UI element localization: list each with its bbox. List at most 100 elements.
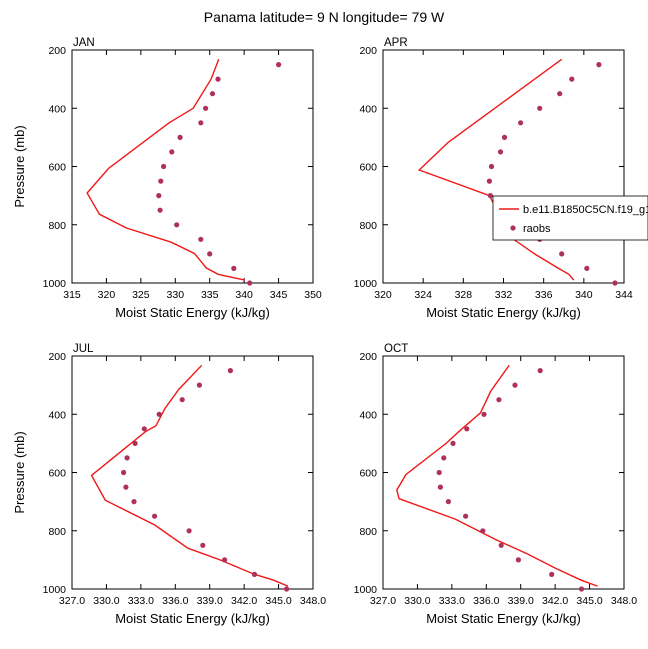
panel-title: APR: [384, 37, 408, 49]
data-point-raobs: [559, 251, 565, 257]
x-tick-label: 348.0: [300, 595, 326, 607]
data-point-raobs: [177, 134, 183, 140]
chart-panel-oct: OCT 327.0 330.0 333.0 336.0 339.0 342.0 345.0 34…: [354, 343, 638, 626]
y-tick-label: 200: [359, 45, 377, 57]
x-axis-title: Moist Static Energy (kJ/kg): [426, 305, 581, 320]
x-tick-label: 330.0: [404, 595, 430, 607]
data-point-raobs: [557, 91, 563, 97]
data-point-raobs: [537, 368, 543, 374]
data-point-raobs: [450, 440, 456, 446]
data-point-raobs: [186, 528, 192, 534]
data-point-raobs: [200, 542, 206, 548]
x-tick-label: 350: [304, 289, 322, 301]
data-point-raobs: [198, 236, 204, 242]
data-point-raobs: [501, 134, 508, 140]
y-tick-label: 600: [359, 468, 377, 480]
x-tick-label: 339.0: [508, 595, 534, 607]
x-tick-label: 336: [535, 289, 553, 301]
data-point-raobs: [488, 163, 495, 170]
legend-box: [492, 195, 648, 241]
data-point-raobs: [209, 91, 216, 97]
x-tick-label: 345.0: [576, 595, 602, 607]
x-tick-label: 325: [132, 289, 150, 301]
data-point-raobs: [463, 513, 469, 519]
data-point-raobs: [436, 469, 442, 476]
y-tick-label: 400: [48, 103, 66, 115]
data-point-raobs: [464, 426, 470, 432]
series-line-model: [90, 364, 289, 587]
data-point-raobs: [121, 469, 127, 476]
y-tick-label: 400: [359, 409, 377, 421]
y-tick-label: 1000: [43, 584, 67, 596]
data-point-raobs: [132, 440, 138, 446]
data-point-raobs: [203, 105, 209, 111]
series-line-model: [86, 59, 245, 281]
y-axis-title: Pressure (mb): [12, 125, 27, 207]
series-line-model: [417, 58, 575, 281]
y-tick-label: 800: [359, 220, 377, 232]
data-point-raobs: [222, 557, 228, 563]
plot-frame: [382, 355, 625, 590]
x-tick-label: 320: [374, 289, 392, 301]
data-point-raobs: [569, 76, 575, 82]
data-point-raobs: [247, 280, 253, 286]
data-point-raobs: [196, 382, 202, 388]
y-tick-label: 400: [359, 103, 377, 115]
y-tick-label: 600: [48, 162, 66, 174]
data-point-raobs: [169, 149, 175, 155]
data-point-raobs: [437, 484, 443, 490]
x-tick-label: 340: [575, 289, 593, 301]
y-tick-label: 800: [359, 526, 377, 538]
x-tick-label: 315: [63, 289, 81, 301]
x-tick-label: 340: [235, 289, 253, 301]
x-tick-label: 336.0: [162, 595, 188, 607]
x-tick-label: 327.0: [59, 595, 85, 607]
x-tick-label: 324: [414, 289, 432, 301]
x-tick-label: 344: [615, 289, 633, 301]
x-tick-label: 342.0: [542, 595, 568, 607]
data-point-raobs: [512, 382, 518, 388]
data-point-raobs: [596, 62, 602, 68]
x-tick-label: 345: [270, 289, 288, 301]
y-tick-label: 1000: [43, 278, 67, 290]
data-point-raobs: [231, 265, 237, 271]
figure-title: Panama latitude= 9 N longitude= 79 W: [204, 9, 445, 25]
data-point-raobs: [487, 193, 493, 199]
data-point-raobs: [549, 571, 555, 578]
x-tick-label: 328: [455, 289, 473, 301]
x-tick-label: 330: [167, 289, 185, 301]
data-point-raobs: [481, 411, 487, 417]
data-point-raobs: [251, 571, 258, 578]
data-point-raobs: [179, 397, 185, 403]
data-point-raobs: [515, 557, 522, 563]
data-point-raobs: [584, 265, 590, 271]
y-tick-label: 200: [48, 45, 66, 57]
data-point-raobs: [578, 586, 585, 592]
data-point-raobs: [612, 280, 618, 286]
data-point-raobs: [227, 368, 233, 374]
x-tick-label: 336.0: [473, 595, 499, 607]
plot-frame: [71, 49, 314, 284]
data-point-raobs: [486, 178, 492, 184]
data-point-raobs: [518, 120, 524, 126]
x-axis-title: Moist Static Energy (kJ/kg): [426, 611, 581, 626]
y-tick-label: 800: [48, 526, 66, 538]
x-tick-label: 320: [98, 289, 116, 301]
data-point-raobs: [124, 455, 130, 461]
data-point-raobs: [207, 251, 213, 257]
x-tick-label: 332: [495, 289, 513, 301]
y-axis-title: Pressure (mb): [12, 431, 27, 513]
y-tick-label: 400: [48, 409, 66, 421]
data-point-raobs: [537, 105, 543, 111]
legend-marker-swatch: [510, 225, 516, 231]
data-point-raobs: [152, 513, 158, 519]
x-tick-label: 333.0: [128, 595, 154, 607]
data-point-raobs: [123, 484, 129, 490]
panel-title: OCT: [384, 343, 408, 355]
x-tick-label: 345.0: [265, 595, 291, 607]
legend-label-raobs: raobs: [523, 223, 551, 235]
data-point-raobs: [498, 542, 504, 548]
x-tick-label: 327.0: [370, 595, 396, 607]
data-point-raobs: [141, 426, 147, 432]
